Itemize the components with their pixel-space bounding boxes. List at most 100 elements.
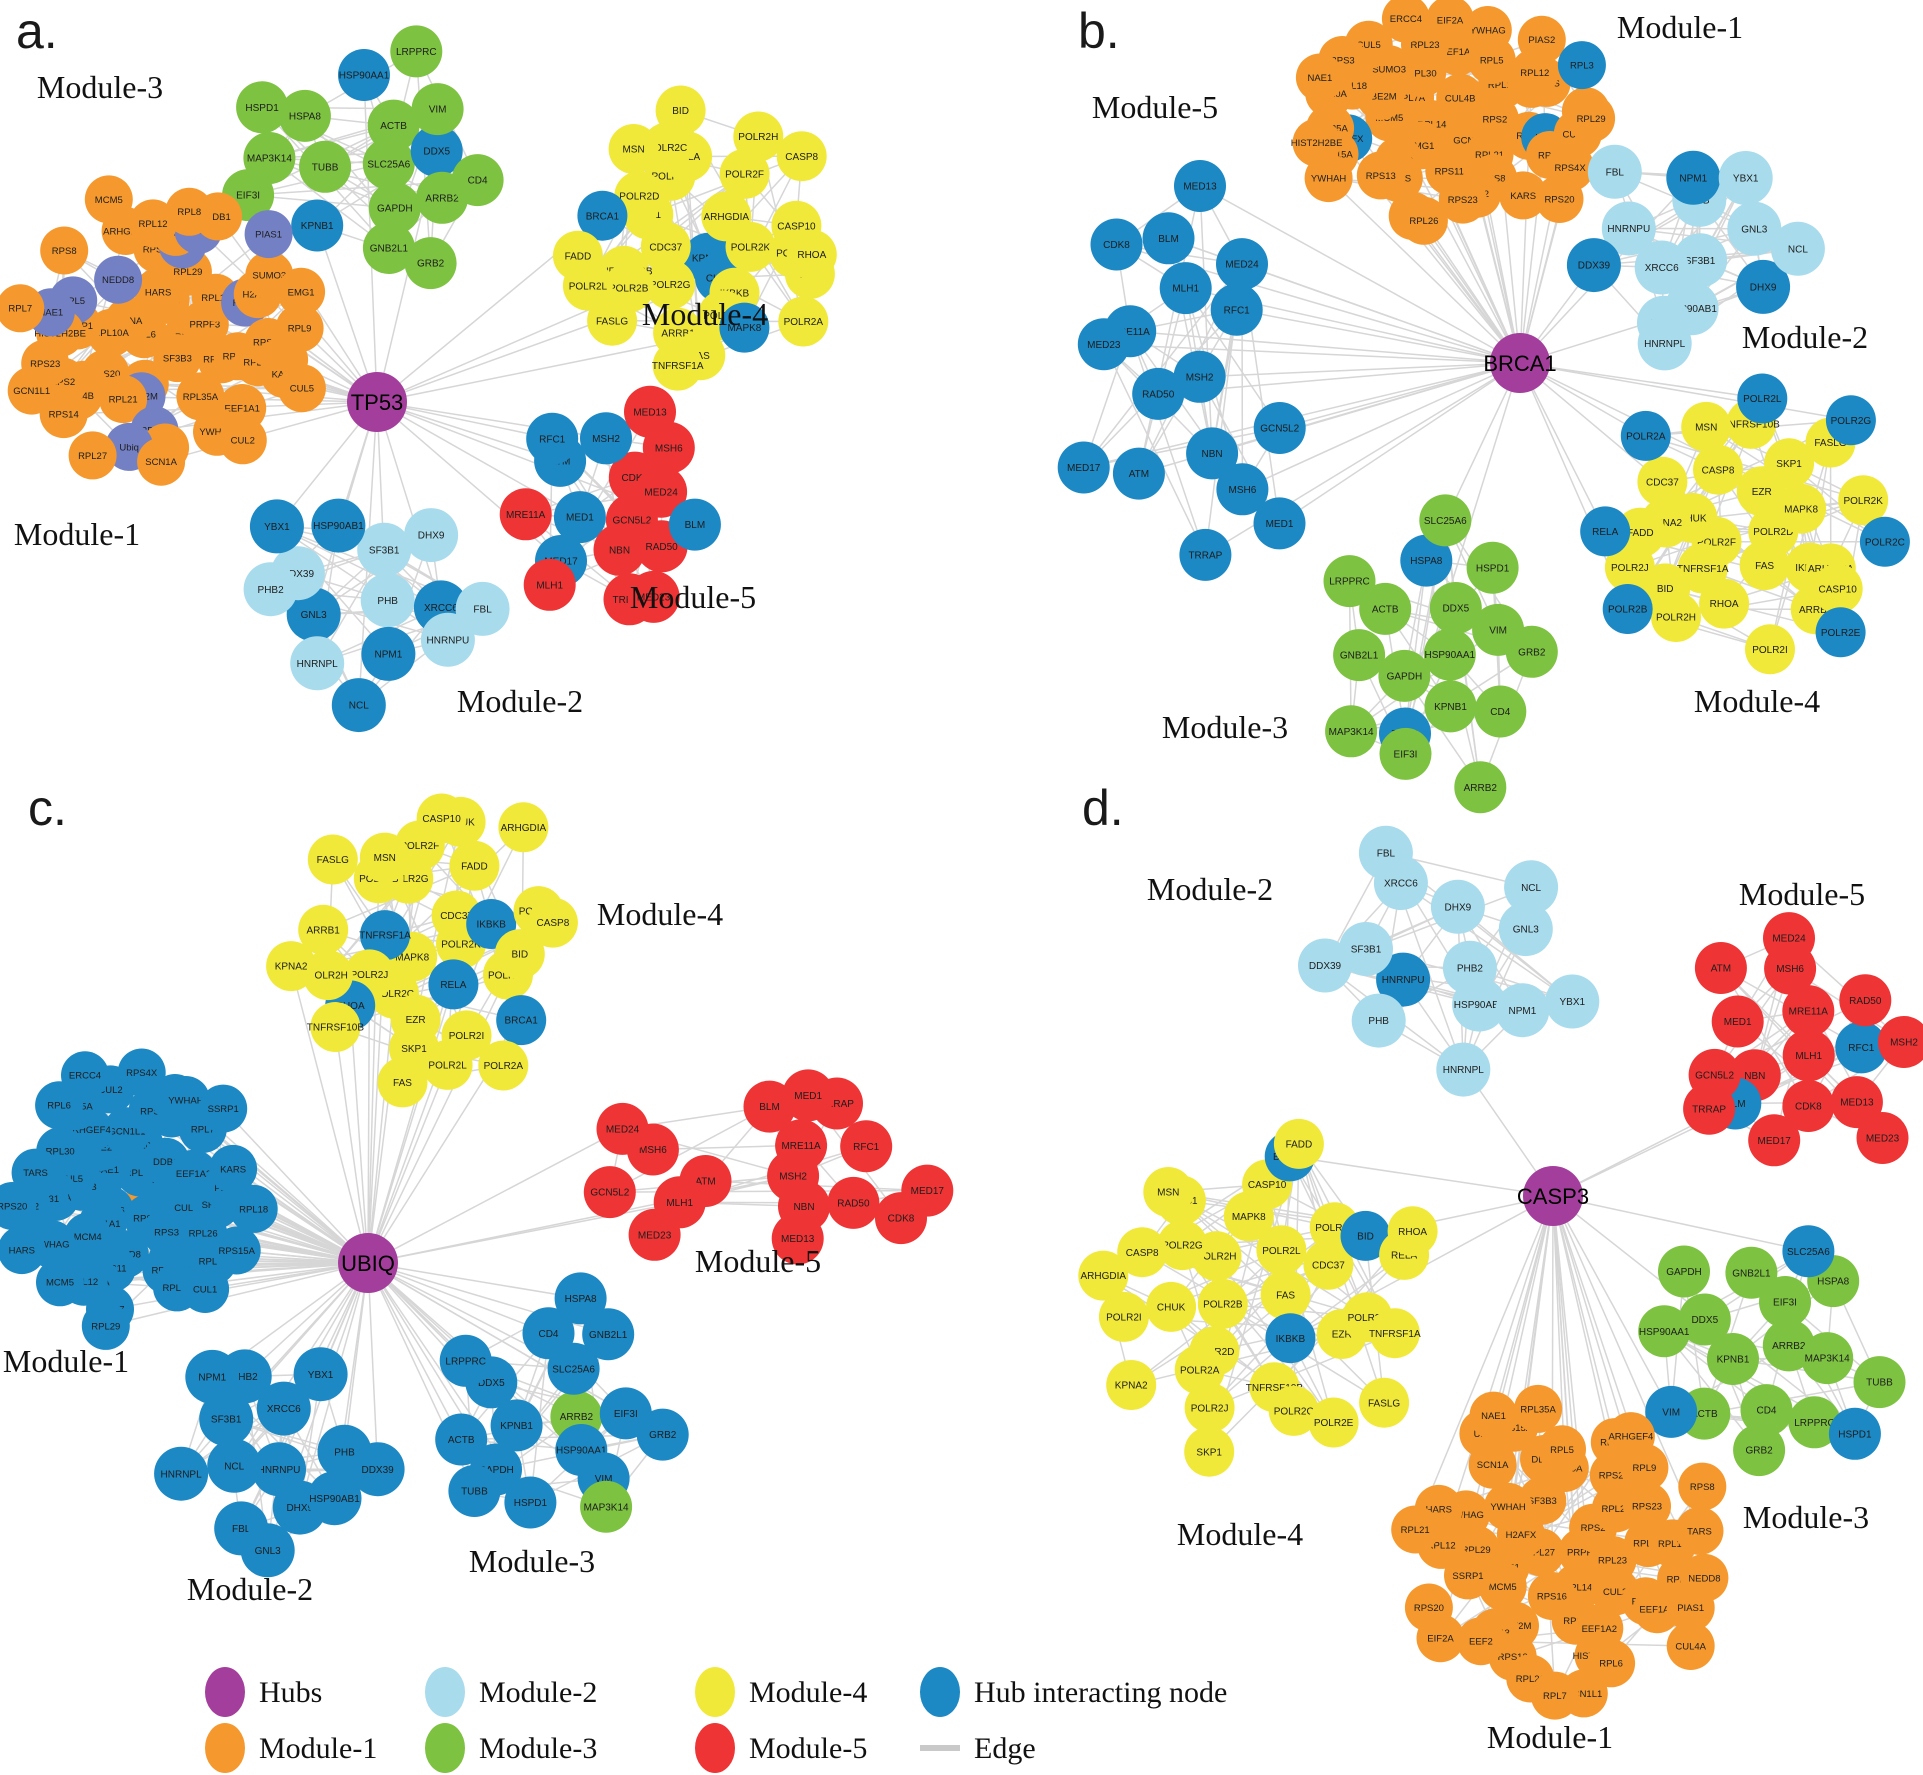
node-MED24: [596, 1102, 649, 1155]
legend-label-module-1: Module-1: [259, 1732, 377, 1765]
label-b-module5: Module-5: [1092, 89, 1218, 125]
node-RAD50: [827, 1176, 880, 1229]
node-MSH2: [1878, 1016, 1923, 1068]
c-module3: ARRB2KPNB1SLC25A6HSP90AA1DDX5EIF3IGAPDHC…: [435, 1272, 689, 1533]
hub-edge: [1241, 263, 1521, 364]
node-FADD: [1273, 1118, 1324, 1169]
node-NAE1: [1295, 53, 1344, 102]
node-YBX1: [293, 1347, 348, 1402]
hub-edge: [160, 401, 378, 463]
node-CASP8: [527, 897, 578, 948]
edge: [1720, 967, 1810, 1107]
node-DHX9: [404, 508, 459, 563]
label-c-module4: Module-4: [597, 896, 723, 932]
label-a-module4: Module-4: [642, 296, 768, 332]
label-c-module3: Module-3: [469, 1543, 595, 1579]
node-ARHGDIA: [1078, 1250, 1129, 1301]
node-ACTB: [1359, 582, 1412, 635]
node-YBX1: [1545, 974, 1600, 1029]
node-GNB2L1: [1333, 629, 1386, 682]
node-MRE11A: [1782, 985, 1835, 1038]
node-POLR2E: [1308, 1397, 1359, 1448]
node-MLH1: [523, 558, 576, 611]
node-RFC1: [526, 412, 579, 465]
node-POLR2A: [1174, 1344, 1225, 1395]
node-HNRNPU: [420, 612, 475, 667]
node-LRPPRC: [1323, 555, 1376, 608]
node-TNFRSF10B: [310, 1002, 361, 1052]
hub-label-CASP3: CASP3: [1517, 1184, 1589, 1209]
hub-edge: [1519, 362, 1606, 532]
node-DDX5: [410, 125, 463, 177]
hub-edge: [1440, 1195, 1554, 1546]
node-MSN: [608, 124, 659, 174]
hub-edge: [1552, 1195, 1701, 1532]
node-MED1: [553, 491, 606, 544]
edge: [1209, 1332, 1396, 1409]
hub-edge: [367, 1262, 379, 1470]
node-ARHGEF4: [1606, 1412, 1655, 1461]
node-SF3B1: [199, 1392, 254, 1446]
node-POLR2A: [1620, 410, 1671, 461]
node-HSP90AB1: [307, 1471, 362, 1526]
node-FAS: [1739, 540, 1790, 591]
node-RPL8: [165, 187, 214, 236]
node-TNFRSF1A: [360, 910, 410, 961]
node-HSPA8: [554, 1272, 607, 1325]
hub-edge: [1199, 362, 1521, 378]
node-CASP8: [776, 131, 827, 182]
node-MED13: [771, 1212, 824, 1265]
node-MED1: [782, 1069, 835, 1122]
label-d-module5: Module-5: [1739, 876, 1865, 912]
node-FASLG: [587, 295, 638, 346]
node-NPM1: [185, 1349, 240, 1404]
node-TUBB: [299, 140, 352, 193]
node-MAP3K14: [580, 1480, 633, 1533]
node-KPNB1: [1424, 680, 1477, 733]
node-POLR2I: [1745, 624, 1795, 675]
c-module2: HNRNPUNCLXRCC6DHX9SF3B1PHBFBLPHB2HSP90AB…: [154, 1347, 405, 1578]
node-DDX5: [1429, 582, 1482, 634]
node-SF3B3: [153, 334, 202, 383]
node-MLH1: [1159, 262, 1212, 315]
node-VIM: [411, 83, 464, 136]
node-RPL7: [1530, 1671, 1579, 1720]
node-HNRNPU: [1601, 201, 1656, 256]
edge: [1129, 330, 1207, 556]
d-module4: FASPOLR2BPOLR2LIKBKBPOLR2HCDC37POLR2DMAP…: [1078, 1118, 1438, 1477]
node-CDC37: [1637, 456, 1688, 507]
node-ERCC4: [1381, 0, 1430, 43]
hub-edge: [1552, 1195, 1566, 1469]
node-CDK8: [1090, 218, 1143, 271]
node-SSRP1: [199, 1084, 248, 1133]
node-RFC1: [1210, 283, 1263, 336]
hub-edge: [105, 1262, 369, 1327]
hub-edge: [1103, 343, 1521, 364]
node-HARS: [0, 1226, 46, 1275]
node-BRCA1: [496, 995, 547, 1046]
d-module2: PHB2HNRNPUDHX9HSP90AB1SF3B1GNL3PHBXRCC6N…: [1298, 825, 1600, 1097]
node-GNB2L1: [582, 1308, 635, 1361]
node-RPS13: [1356, 151, 1405, 200]
node-POLR2B: [1197, 1278, 1248, 1329]
node-MED24: [1216, 238, 1268, 291]
hub-edge: [367, 1128, 623, 1264]
b-module4: POLR2DPOLR2FEZRFASCHUKMAPK8TNFRSF1ACASP8…: [1580, 373, 1910, 675]
node-NPM1: [1495, 983, 1550, 1038]
node-GCN5L2: [583, 1166, 636, 1219]
node-PIAS1: [244, 210, 293, 259]
node-HSP90AA1: [338, 49, 390, 101]
node-NPM1: [361, 626, 416, 681]
hub-CASP3: CASP3: [1517, 1166, 1589, 1226]
node-RPL21: [1391, 1505, 1440, 1554]
node-POLR2K: [1838, 475, 1889, 526]
node-RPL27: [68, 431, 117, 480]
hub-edge: [367, 984, 455, 1264]
c-module4: POLR2KMAPK8CDC37RELATNFRSF1AIKBKBPOLR2CP…: [266, 793, 578, 1108]
node-POLR2H: [733, 111, 784, 162]
hub-edge: [1519, 362, 1852, 422]
node-KPNB1: [490, 1399, 543, 1452]
hub-edge: [334, 1026, 369, 1264]
node-GCN1L1: [7, 366, 56, 415]
node-FBL: [455, 581, 510, 636]
